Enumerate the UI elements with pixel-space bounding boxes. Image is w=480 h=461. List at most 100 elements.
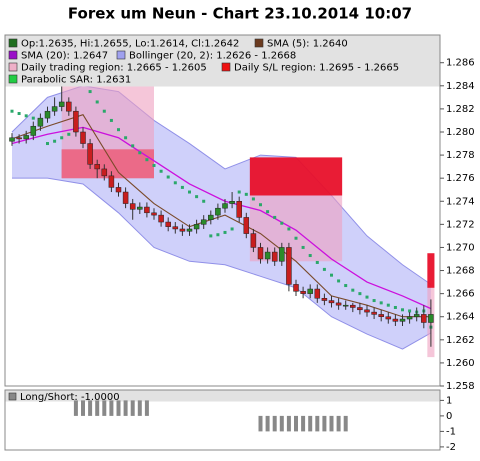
sar-dot xyxy=(10,109,14,113)
sar-dot xyxy=(401,308,404,312)
legend-label: SMA (5): 1.2640 xyxy=(267,39,348,50)
candle-body xyxy=(66,101,72,112)
sar-dot xyxy=(17,112,21,116)
sar-dot xyxy=(67,132,71,136)
candle-body xyxy=(208,214,214,220)
panel-legend-swatch xyxy=(8,392,17,401)
long-short-bar xyxy=(258,415,263,432)
legend-label: Daily S/L region: 1.2695 - 1.2665 xyxy=(234,63,399,74)
candle-body xyxy=(137,206,143,210)
sar-dot xyxy=(138,151,142,155)
y-tick-label: 1.260 xyxy=(446,358,475,369)
candle-body xyxy=(342,304,349,307)
candle-body xyxy=(279,247,285,262)
long-short-bar xyxy=(109,400,114,416)
candle-body xyxy=(307,288,313,294)
candle-body xyxy=(293,284,299,292)
candle-body xyxy=(94,164,100,170)
y-tick-label: 1.286 xyxy=(446,58,475,69)
sar-dot xyxy=(166,175,170,179)
legend-swatch xyxy=(8,74,18,84)
candle-body xyxy=(101,168,108,177)
sar-dot xyxy=(365,295,369,299)
panel-legend-label: Long/Short: -1.0000 xyxy=(20,392,120,403)
candle-body xyxy=(264,251,271,260)
panel-y-tick-label: 0 xyxy=(446,411,452,422)
sar-dot xyxy=(195,195,199,199)
legend-label: Daily trading region: 1.2665 - 1.2605 xyxy=(21,63,207,74)
y-tick-label: 1.282 xyxy=(446,104,475,115)
candle-body xyxy=(129,203,136,210)
long-short-bar xyxy=(95,400,100,416)
candle-body xyxy=(250,233,257,248)
long-short-bar xyxy=(73,400,78,416)
y-tick-label: 1.266 xyxy=(446,289,475,300)
panel-y-tick-label: 1 xyxy=(446,395,452,406)
long-short-bar xyxy=(336,415,341,432)
candle-body xyxy=(200,219,207,225)
sar-dot xyxy=(31,116,35,120)
candle-body xyxy=(108,175,115,188)
legend-swatch xyxy=(116,50,126,60)
candle-body xyxy=(321,298,328,301)
sar-dot xyxy=(109,118,113,122)
sar-dot xyxy=(159,169,163,173)
panel-legend-box xyxy=(5,390,440,402)
sar-dot xyxy=(117,128,120,132)
sar-dot xyxy=(131,144,135,148)
candle-body xyxy=(243,217,250,234)
sar-dot xyxy=(294,236,298,240)
candle-body xyxy=(115,187,122,193)
candle-body xyxy=(406,316,413,320)
y-tick-label: 1.262 xyxy=(446,335,475,346)
candle-body xyxy=(392,318,399,322)
candle-body xyxy=(30,125,37,136)
sar-dot xyxy=(301,245,305,249)
y-tick-label: 1.272 xyxy=(446,219,475,230)
sar-dot xyxy=(358,292,362,296)
sar-dot xyxy=(259,203,262,207)
legend-box xyxy=(5,35,440,87)
trading-region xyxy=(249,195,343,262)
candle-body xyxy=(350,304,356,308)
long-short-bar xyxy=(315,415,320,432)
legend-swatch xyxy=(254,38,264,48)
candle-body xyxy=(229,201,235,204)
long-short-bar xyxy=(294,415,298,432)
sar-dot xyxy=(344,284,348,288)
candle-body xyxy=(222,203,228,209)
legend-swatch xyxy=(8,50,18,60)
sar-dot xyxy=(88,90,92,94)
long-short-bar xyxy=(308,415,313,432)
panel-y-tick-label: -2 xyxy=(446,442,456,453)
candle-body xyxy=(364,309,370,313)
bollinger-lower xyxy=(12,177,432,350)
sar-dot xyxy=(102,109,106,113)
sar-dot xyxy=(244,192,248,196)
candle-body xyxy=(172,226,179,230)
candle-body xyxy=(385,316,392,320)
sar-dot xyxy=(53,139,57,143)
sar-dot xyxy=(337,279,341,283)
sar-dot xyxy=(280,221,284,225)
legend-swatch xyxy=(8,62,18,72)
long-short-bar xyxy=(272,415,277,432)
long-short-bar xyxy=(265,415,270,432)
sar-dot xyxy=(145,158,149,162)
candle-body xyxy=(44,110,51,119)
long-short-bar xyxy=(137,400,142,416)
long-short-bar xyxy=(88,400,93,416)
sar-dot xyxy=(287,227,291,231)
sar-dot xyxy=(308,254,312,258)
sar-dot xyxy=(216,233,220,237)
y-tick-label: 1.270 xyxy=(446,242,475,253)
long-short-bar xyxy=(322,415,327,432)
candle-body xyxy=(16,137,22,140)
candle-body xyxy=(186,228,193,232)
long-short-bar xyxy=(123,400,128,416)
long-short-bar xyxy=(279,415,284,432)
sar-dot xyxy=(223,230,227,234)
y-tick-label: 1.284 xyxy=(446,81,475,92)
sar-dot xyxy=(24,114,28,118)
candle-body xyxy=(271,251,278,262)
